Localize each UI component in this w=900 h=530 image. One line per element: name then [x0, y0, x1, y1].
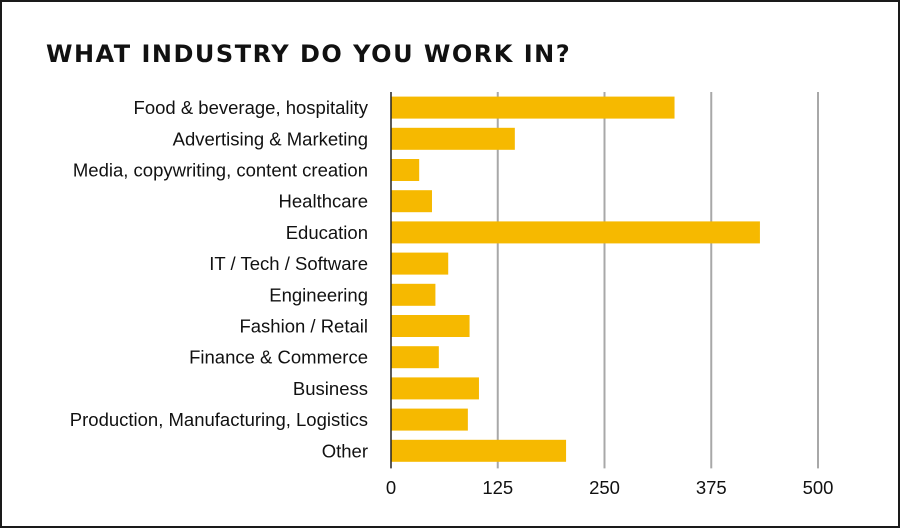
gridlines	[496, 92, 819, 469]
category-label-11: Other	[322, 440, 368, 461]
x-tick-label-500: 500	[803, 477, 834, 498]
bar-10	[391, 408, 468, 431]
x-tick-label-125: 125	[482, 477, 513, 498]
bar-9	[391, 377, 479, 400]
category-label-5: IT / Tech / Software	[209, 253, 368, 274]
category-label-8: Finance & Commerce	[189, 347, 368, 368]
category-label-4: Education	[286, 222, 368, 243]
bars	[391, 96, 760, 462]
category-label-3: Healthcare	[279, 191, 368, 212]
bar-1	[391, 127, 515, 150]
bar-3	[391, 190, 432, 213]
x-tick-label-250: 250	[589, 477, 620, 498]
bar-0	[391, 96, 675, 119]
x-tick-label-375: 375	[696, 477, 727, 498]
bar-6	[391, 283, 436, 306]
category-label-7: Fashion / Retail	[239, 316, 368, 337]
category-label-6: Engineering	[269, 284, 368, 305]
category-labels: Food & beverage, hospitality Advertising …	[70, 97, 369, 461]
category-label-9: Business	[293, 378, 368, 399]
category-label-10: Production, Manufacturing, Logistics	[70, 409, 368, 430]
category-label-2: Media, copywriting, content creation	[73, 160, 368, 181]
bar-11	[391, 439, 567, 462]
bar-4	[391, 221, 760, 244]
category-label-0: Food & beverage, hospitality	[134, 97, 369, 118]
x-tick-label-0: 0	[386, 477, 396, 498]
bar-7	[391, 315, 470, 337]
chart-title: WHAT INDUSTRY DO YOU WORK IN?	[46, 40, 572, 68]
x-tick-labels: 0 125 250 375 500	[386, 477, 834, 498]
bar-2	[391, 159, 420, 181]
bar-5	[391, 252, 449, 275]
bar-8	[391, 346, 439, 369]
category-label-1: Advertising & Marketing	[173, 128, 368, 149]
